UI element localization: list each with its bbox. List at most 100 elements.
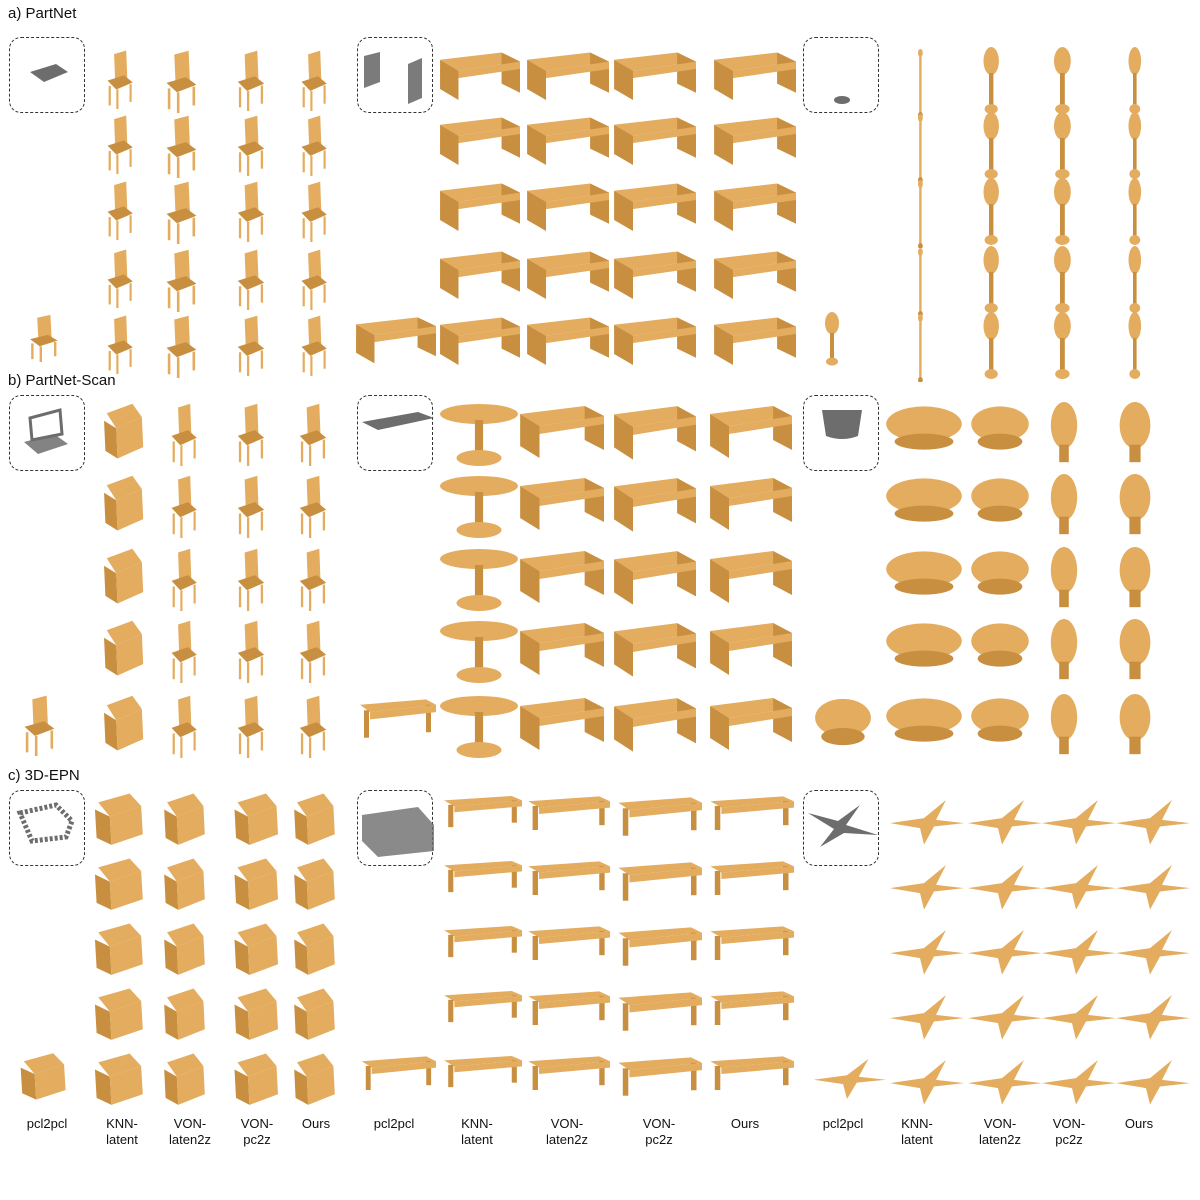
shape-thumbnail-bush (968, 617, 1032, 673)
shape-thumbnail-vase (1114, 472, 1170, 540)
shape-thumbnail-chair (294, 400, 340, 466)
shape-thumbnail-lamp (978, 312, 1022, 382)
partial-epn-table-icon (358, 791, 434, 867)
shape-thumbnail-bench (614, 920, 702, 984)
shape-thumbnail-bench (440, 855, 522, 907)
partial-input-table-b (357, 395, 433, 471)
partial-chair-seat-icon (10, 38, 86, 114)
partial-input-table-c (357, 790, 433, 866)
partial-input-table-a (357, 37, 433, 113)
shape-thumbnail-plane (962, 1050, 1042, 1108)
shape-thumbnail-armchair (290, 920, 346, 982)
partial-input-airplane-c (803, 790, 879, 866)
shape-thumbnail-lamp (1048, 246, 1096, 316)
shape-thumbnail-bench (706, 1050, 794, 1106)
shape-thumbnail-plane (962, 985, 1042, 1043)
partial-scan-chair-icon (10, 396, 86, 472)
shape-thumbnail-desk (712, 112, 796, 176)
shape-thumbnail-armchair (100, 400, 154, 466)
shape-thumbnail-chair (166, 545, 210, 611)
shape-thumbnail-round (438, 400, 520, 470)
shape-thumbnail-plane (1110, 855, 1190, 913)
col-label-ours-chair: Ours (271, 1116, 361, 1132)
shape-thumbnail-bench (706, 920, 794, 976)
partial-input-chair-c (9, 790, 85, 866)
shape-thumbnail-armchair (90, 855, 156, 917)
shape-thumbnail-desk (518, 692, 604, 762)
shape-thumbnail-bench (706, 790, 794, 846)
shape-thumbnail-chair (24, 312, 72, 362)
shape-thumbnail-armchair (230, 920, 290, 982)
col-label-pcl2pcl-table: pcl2pcl (349, 1116, 439, 1132)
shape-thumbnail-desk (712, 178, 796, 242)
shape-thumbnail-desk (612, 617, 696, 689)
shape-thumbnail-desk (612, 312, 696, 376)
shape-thumbnail-plane (884, 790, 964, 848)
shape-thumbnail-bush (812, 692, 874, 752)
shape-thumbnail-chair (294, 692, 340, 758)
shape-thumbnail-desk (612, 47, 696, 111)
shape-thumbnail-bench (706, 855, 794, 911)
shape-thumbnail-armchair (290, 985, 346, 1047)
shape-thumbnail-desk (708, 400, 792, 470)
shape-thumbnail-armchair (16, 1050, 78, 1106)
shape-thumbnail-armchair (230, 985, 290, 1047)
shape-thumbnail-chair (232, 472, 278, 538)
shape-thumbnail-chair (294, 545, 340, 611)
shape-thumbnail-chair (166, 400, 210, 466)
shape-thumbnail-lamp (1048, 312, 1096, 382)
shape-thumbnail-desk (525, 312, 609, 376)
shape-thumbnail-armchair (100, 472, 154, 538)
shape-thumbnail-vase (1114, 545, 1170, 613)
shape-thumbnail-round (438, 692, 520, 762)
shape-thumbnail-chair (296, 246, 340, 310)
shape-thumbnail-vase (1114, 617, 1170, 685)
shape-thumbnail-bench (614, 790, 702, 854)
shape-thumbnail-desk (712, 246, 796, 310)
shape-thumbnail-desk (712, 312, 796, 376)
shape-thumbnail-armchair (90, 920, 156, 982)
shape-thumbnail-chair (294, 617, 340, 683)
shape-thumbnail-bush (882, 692, 966, 748)
shape-thumbnail-chair (296, 312, 340, 376)
shape-thumbnail-lampthin (914, 246, 946, 316)
partial-table-legs-icon (358, 38, 434, 114)
shape-thumbnail-plane (962, 920, 1042, 978)
partial-scan-lampshade-icon (804, 396, 880, 472)
shape-thumbnail-round (438, 472, 520, 542)
shape-thumbnail-lampthin (914, 312, 946, 382)
shape-thumbnail-armchair (160, 920, 216, 982)
shape-thumbnail-desk (612, 692, 696, 764)
shape-thumbnail-lamp (1124, 47, 1160, 117)
shape-thumbnail-armchair (230, 1050, 290, 1112)
shape-thumbnail-desk (525, 178, 609, 242)
shape-thumbnail-bush (968, 545, 1032, 601)
shape-thumbnail-chair (102, 112, 146, 174)
col-label-von-laten2z-table: VON- laten2z (522, 1116, 612, 1148)
shape-thumbnail-chair (166, 692, 210, 758)
shape-thumbnail-vase (1046, 472, 1094, 540)
shape-thumbnail-lamp (1124, 312, 1160, 382)
partial-input-chair-b (9, 395, 85, 471)
shape-thumbnail-chair (102, 312, 146, 374)
shape-thumbnail-armchair (100, 617, 154, 683)
shape-thumbnail-bench (440, 985, 522, 1037)
shape-thumbnail-chair (232, 178, 278, 242)
shape-thumbnail-chair (294, 472, 340, 538)
shape-thumbnail-lamp (1124, 112, 1160, 182)
section-title-partnet-scan: b) PartNet-Scan (8, 372, 116, 390)
shape-thumbnail-plane (1036, 1050, 1116, 1108)
shape-thumbnail-desk (518, 617, 604, 687)
shape-thumbnail-lampthin (914, 47, 946, 117)
shape-thumbnail-armchair (90, 1050, 156, 1112)
shape-thumbnail-desk (525, 246, 609, 310)
shape-thumbnail-lampthin (914, 112, 946, 182)
col-label-von-pc2z-table: VON- pc2z (614, 1116, 704, 1148)
shape-thumbnail-chair (296, 47, 340, 111)
partial-scan-tabletop-icon (358, 396, 434, 472)
shape-thumbnail-lamp (1048, 47, 1096, 117)
shape-thumbnail-plane (1110, 985, 1190, 1043)
partial-lamp-base-icon (804, 38, 880, 114)
shape-thumbnail-armchair (290, 790, 346, 852)
col-label-knn-latent-table: KNN- latent (432, 1116, 522, 1148)
